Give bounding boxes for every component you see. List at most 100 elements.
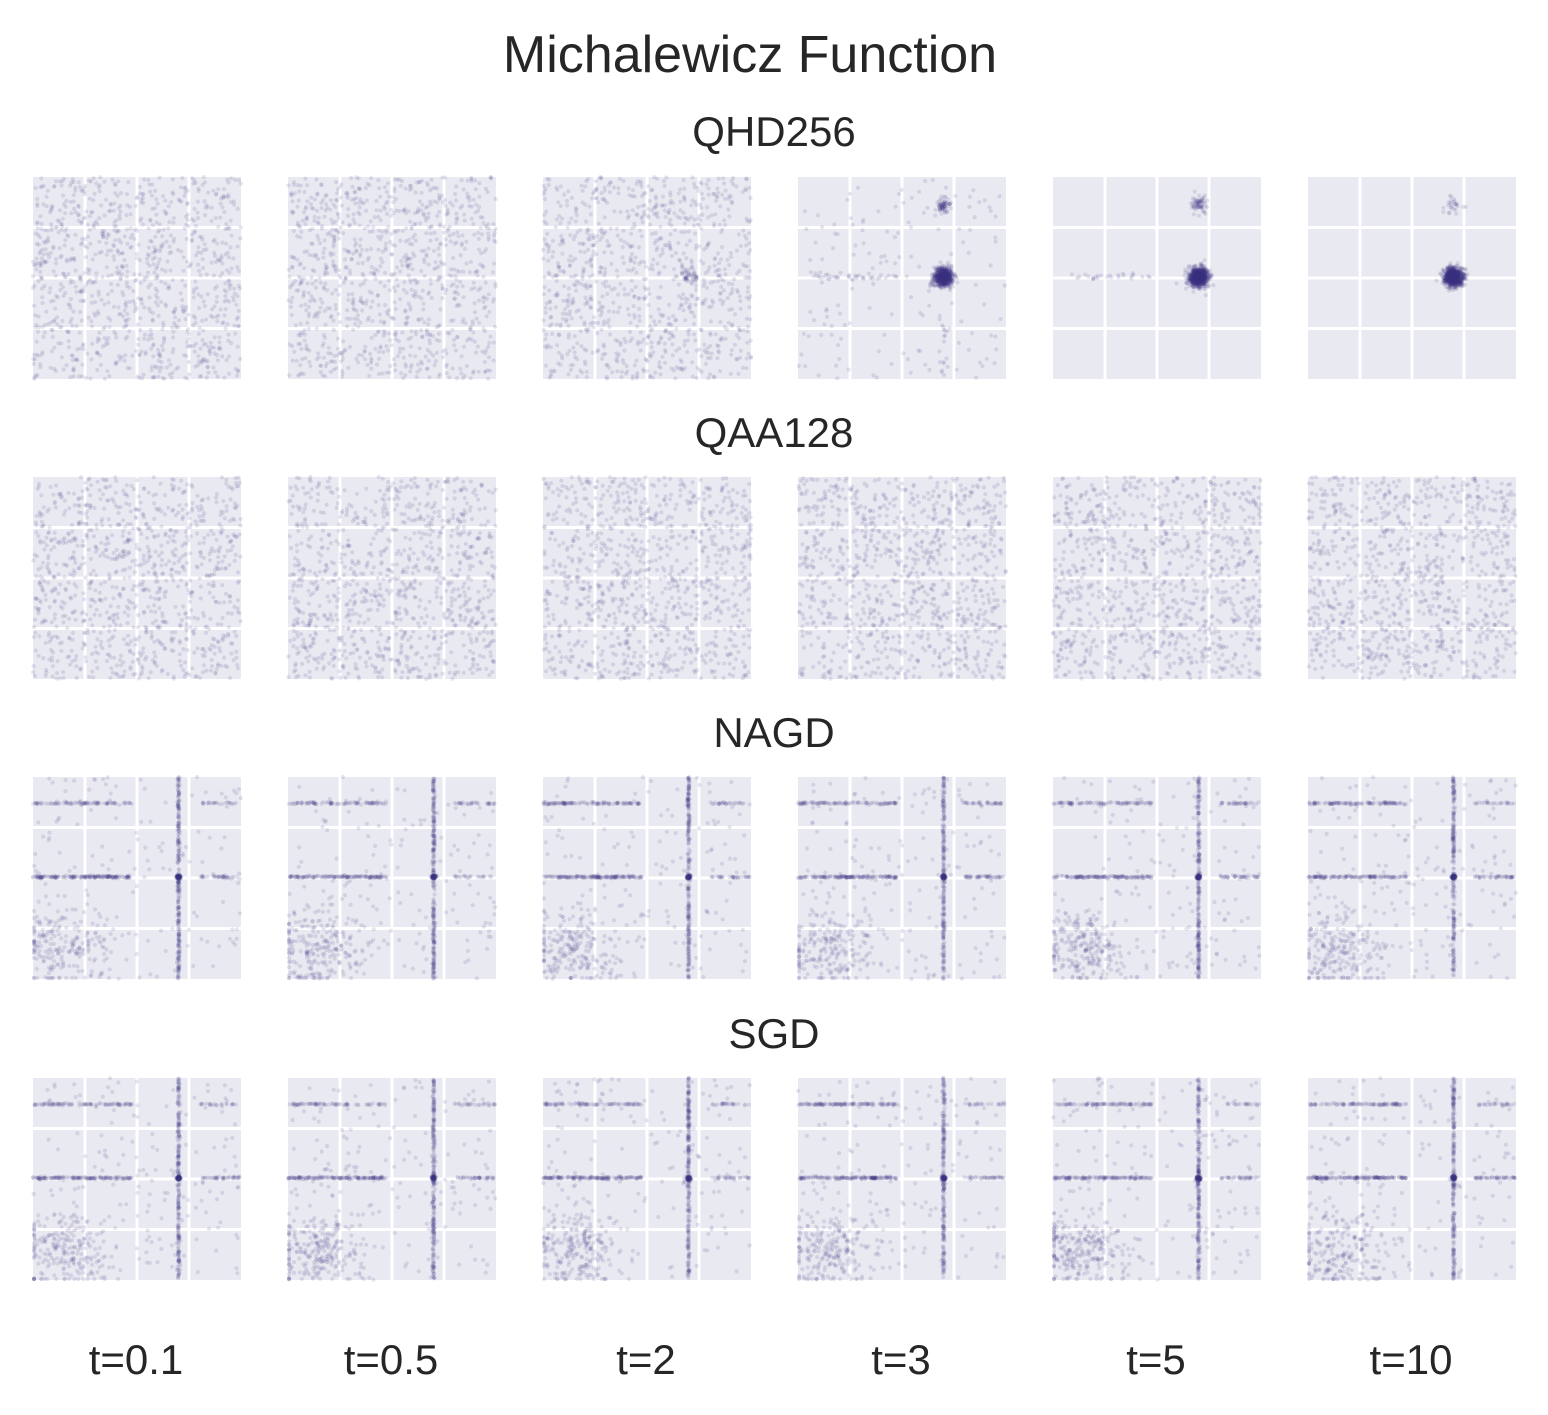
scatter-point	[663, 214, 668, 220]
scatter-point	[369, 246, 374, 252]
scatter-point	[232, 291, 237, 296]
scatter-point	[378, 208, 383, 213]
scatter-point	[608, 180, 614, 185]
scatter-point	[641, 276, 646, 281]
scatter-point	[166, 226, 171, 231]
scatter-point	[200, 182, 205, 187]
scatter-point	[235, 265, 240, 270]
scatter-point	[149, 336, 155, 341]
scatter-point	[899, 187, 904, 192]
scatter-point	[114, 230, 119, 235]
scatter-point	[693, 302, 698, 307]
scatter-point	[179, 199, 184, 204]
scatter-point	[368, 270, 373, 275]
scatter-point	[818, 275, 823, 281]
scatter-point	[337, 351, 342, 356]
scatter-point	[402, 280, 407, 285]
scatter-point	[1095, 273, 1100, 278]
scatter-point	[114, 224, 119, 229]
scatter-point	[692, 314, 697, 319]
row-title-sgd: SGD	[728, 1010, 819, 1057]
scatter-point	[442, 230, 447, 235]
scatter-point	[394, 277, 399, 282]
scatter-point	[445, 207, 450, 212]
scatter-point	[639, 340, 644, 345]
scatter-point	[600, 356, 605, 361]
scatter-point	[200, 357, 205, 362]
scatter-point	[565, 352, 570, 357]
scatter-point	[584, 260, 589, 265]
scatter-point	[145, 252, 150, 257]
scatter-point	[488, 334, 493, 339]
scatter-point	[820, 225, 825, 230]
scatter-point	[443, 237, 448, 242]
scatter-point	[89, 210, 94, 215]
scatter-point	[184, 236, 189, 242]
scatter-point	[130, 232, 135, 237]
scatter-point	[140, 376, 145, 381]
scatter-point	[102, 336, 107, 341]
scatter-point	[692, 332, 697, 337]
scatter-point	[323, 364, 328, 369]
scatter-point	[49, 327, 54, 332]
scatter-point	[681, 292, 686, 297]
scatter-point	[118, 277, 123, 282]
scatter-point	[640, 214, 645, 219]
scatter-point	[850, 222, 855, 227]
scatter-point	[182, 193, 187, 198]
scatter-point	[186, 264, 191, 269]
scatter-point	[728, 371, 733, 376]
scatter-point	[38, 269, 43, 274]
scatter-point	[438, 222, 443, 227]
scatter-point	[703, 271, 708, 276]
scatter-point	[112, 228, 117, 233]
scatter-point	[306, 326, 311, 331]
scatter-point	[542, 212, 547, 218]
scatter-point	[302, 189, 307, 195]
scatter-point	[326, 345, 331, 350]
scatter-point	[637, 228, 643, 233]
scatter-point	[211, 365, 216, 370]
scatter-point	[987, 205, 992, 210]
scatter-point	[393, 330, 398, 335]
scatter-point	[548, 374, 553, 379]
scatter-point	[747, 241, 752, 246]
scatter-point	[385, 348, 390, 353]
scatter-point	[195, 210, 200, 215]
scatter-point	[403, 239, 408, 244]
scatter-point	[213, 215, 218, 221]
scatter-point	[316, 215, 321, 220]
scatter-point	[194, 285, 199, 291]
scatter-point	[85, 234, 90, 239]
scatter-point	[632, 363, 637, 368]
scatter-point	[486, 237, 491, 242]
scatter-point	[226, 332, 231, 337]
scatter-point	[213, 370, 218, 375]
scatter-point	[291, 255, 296, 260]
scatter-point	[427, 188, 433, 193]
scatter-point	[471, 369, 476, 374]
scatter-point	[164, 210, 169, 216]
scatter-point	[38, 184, 43, 190]
scatter-point	[719, 277, 724, 282]
scatter-point	[652, 241, 657, 246]
scatter-point	[161, 340, 166, 345]
scatter-point	[34, 256, 39, 261]
scatter-point	[403, 259, 409, 264]
scatter-point	[372, 272, 377, 277]
scatter-point	[715, 186, 720, 191]
scatter-point	[637, 314, 642, 319]
scatter-point	[579, 315, 584, 320]
scatter-point	[648, 314, 654, 319]
scatter-point	[156, 358, 161, 363]
scatter-point	[150, 257, 156, 262]
scatter-point	[64, 257, 69, 262]
scatter-point	[82, 186, 87, 191]
scatter-point	[139, 297, 144, 302]
scatter-point	[33, 313, 38, 318]
scatter-point	[723, 336, 728, 341]
scatter-point	[150, 206, 155, 212]
scatter-point	[472, 232, 477, 237]
scatter-point	[554, 217, 560, 222]
scatter-point	[732, 312, 738, 317]
